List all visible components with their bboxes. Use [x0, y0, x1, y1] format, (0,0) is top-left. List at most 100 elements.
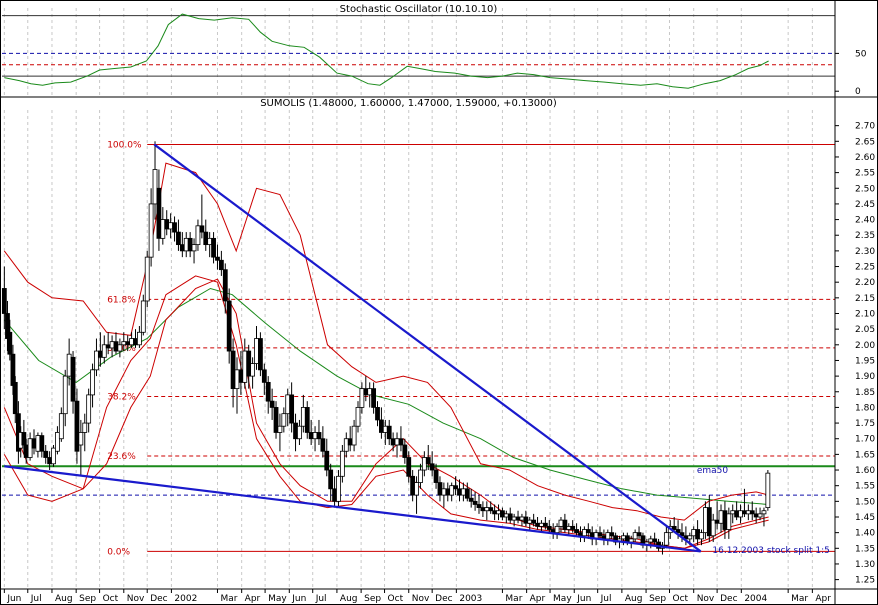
candle-body	[164, 219, 170, 230]
x-axis-ticks: Jun Jul Aug Sep Oct Nov Dec 2002 Mar Apr May Jun Jul…	[3, 589, 831, 604]
candle-body	[152, 169, 158, 205]
candle-body	[168, 222, 174, 230]
chart-annotation: ema50	[697, 466, 729, 476]
candle-body	[460, 488, 466, 496]
candle-body	[730, 510, 736, 515]
y-tick-label: 1.45	[855, 513, 875, 523]
candle-body	[23, 444, 29, 458]
candle-body	[304, 407, 310, 433]
candle-body	[7, 331, 13, 355]
y-tick-label: 1.70	[855, 435, 875, 445]
candle-body	[515, 516, 521, 521]
candle-body	[261, 369, 267, 383]
candle-body	[535, 522, 540, 527]
candle-body	[453, 485, 458, 490]
candle-body	[58, 413, 64, 440]
y-tick-label: 2.30	[855, 247, 875, 257]
candle-body	[671, 525, 677, 530]
candle-body	[86, 394, 92, 424]
x-tick-label: Sep	[649, 594, 666, 604]
y-tick-label: 2.15	[855, 294, 875, 304]
candle-body	[179, 244, 185, 252]
candle-body	[636, 532, 642, 537]
candle-body	[648, 538, 654, 543]
candle-body	[734, 510, 740, 518]
x-tick-label: Oct	[103, 594, 119, 604]
candle-body	[605, 532, 611, 540]
candle-body	[137, 331, 142, 346]
candle-body	[43, 450, 49, 458]
candle-body	[21, 432, 27, 446]
candle-body	[726, 513, 732, 530]
y-tick-label: 1.55	[855, 482, 875, 492]
candle-body	[675, 529, 681, 534]
candle-body	[519, 516, 525, 521]
candle-body	[523, 516, 529, 524]
candle-body	[226, 300, 232, 352]
x-tick-label: Oct	[672, 594, 688, 604]
candle-body	[476, 504, 482, 509]
candle-body	[445, 488, 451, 496]
candle-body	[211, 237, 216, 258]
x-tick-label: Jun	[576, 594, 591, 604]
candle-body	[27, 438, 33, 458]
candle-body	[581, 529, 587, 537]
candle-body	[82, 422, 88, 433]
x-tick-label: Nov	[697, 594, 715, 604]
candle-body	[203, 231, 209, 246]
candle-body	[371, 388, 377, 408]
candle-body	[429, 463, 435, 471]
candle-body	[695, 529, 700, 540]
candle-body	[125, 341, 131, 346]
candle-body	[379, 419, 384, 433]
x-tick-label: Nov	[127, 594, 145, 604]
candle-body	[390, 438, 396, 446]
y-tick-label: 1.35	[855, 544, 875, 554]
candlesticks	[1, 141, 771, 555]
x-tick-label: Dec	[150, 594, 167, 604]
y-tick-label: 1.95	[855, 356, 875, 366]
candle-body	[597, 532, 603, 537]
x-tick-label: 2002	[174, 594, 197, 604]
candle-body	[703, 507, 708, 534]
x-tick-label: Mar	[791, 594, 808, 604]
x-tick-label: Apr	[530, 594, 546, 604]
x-tick-label: Mar	[505, 594, 522, 604]
candle-body	[74, 400, 80, 452]
candle-body	[679, 532, 685, 537]
y-tick-label: 2.40	[855, 216, 875, 226]
candle-body	[218, 259, 224, 271]
date-gridlines	[3, 8, 813, 589]
y-tick-label: 2.70	[855, 122, 875, 132]
stoch-y-tick-label: 50	[855, 49, 867, 59]
candle-body	[566, 525, 572, 530]
stochastic-title: Stochastic Oscillator (10.10.10)	[340, 4, 498, 15]
x-tick-label: Mar	[220, 594, 237, 604]
y-tick-label: 2.50	[855, 184, 875, 194]
y-tick-label: 1.80	[855, 403, 875, 413]
y-tick-label: 1.65	[855, 450, 875, 460]
candle-body	[277, 425, 283, 433]
candle-body	[47, 457, 53, 465]
candle-body	[386, 425, 392, 440]
candle-body	[39, 435, 45, 452]
y-tick-label: 1.85	[855, 388, 875, 398]
candle-body	[421, 457, 427, 471]
candle-body	[570, 525, 576, 530]
y-tick-label: 2.65	[855, 137, 875, 147]
x-tick-label: May	[268, 594, 287, 604]
candle-body	[718, 510, 724, 524]
candle-body	[472, 500, 478, 505]
x-tick-label: Oct	[388, 594, 404, 604]
candle-body	[10, 353, 16, 386]
y-tick-label: 2.05	[855, 325, 875, 335]
x-tick-label: Jul	[30, 594, 42, 604]
candle-body	[554, 525, 560, 534]
candle-body	[101, 344, 107, 358]
candle-body	[90, 369, 95, 396]
x-tick-label: Dec	[435, 594, 452, 604]
candle-body	[652, 538, 658, 543]
candle-body	[367, 388, 373, 396]
fib-level-label: 0.0%	[107, 547, 130, 557]
